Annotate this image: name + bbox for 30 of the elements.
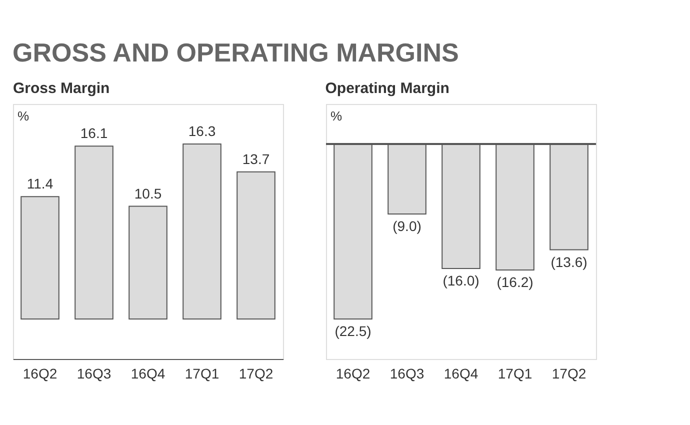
bar <box>20 196 60 320</box>
bar <box>182 144 222 320</box>
x-tick-label: 16Q2 <box>336 366 370 382</box>
y-axis-title: % <box>18 108 30 124</box>
x-tick-label: 16Q4 <box>444 366 478 382</box>
bar <box>74 146 114 320</box>
x-tick-label: 16Q4 <box>130 366 166 382</box>
data-label: (9.0) <box>392 218 422 234</box>
data-label: 13.7 <box>242 150 270 167</box>
x-tick-label: 17Q2 <box>552 366 586 382</box>
x-tick-label: 16Q2 <box>22 366 58 382</box>
chart-title: Gross Margin <box>13 80 110 97</box>
data-label: (13.6) <box>550 254 588 270</box>
data-label: 11.4 <box>26 176 54 192</box>
x-tick-label: 16Q3 <box>76 366 112 382</box>
data-label: 16.3 <box>188 123 216 139</box>
x-tick-label: 16Q3 <box>390 366 424 382</box>
data-label: (16.2) <box>496 274 534 290</box>
data-label: 16.1 <box>80 125 108 142</box>
x-tick-label: 17Q1 <box>498 366 532 382</box>
x-tick-label: 17Q1 <box>184 366 220 382</box>
x-tick-label: 17Q2 <box>238 366 274 382</box>
chart-title: Operating Margin <box>325 80 450 97</box>
data-label: (16.0) <box>442 272 480 288</box>
text: GROSS AND OPERATING MARGINS <box>12 38 459 68</box>
data-label: (22.5) <box>334 323 372 339</box>
data-label: 10.5 <box>134 185 162 202</box>
y-axis-title: % <box>330 108 342 124</box>
bar <box>236 171 276 320</box>
bar <box>128 206 168 320</box>
